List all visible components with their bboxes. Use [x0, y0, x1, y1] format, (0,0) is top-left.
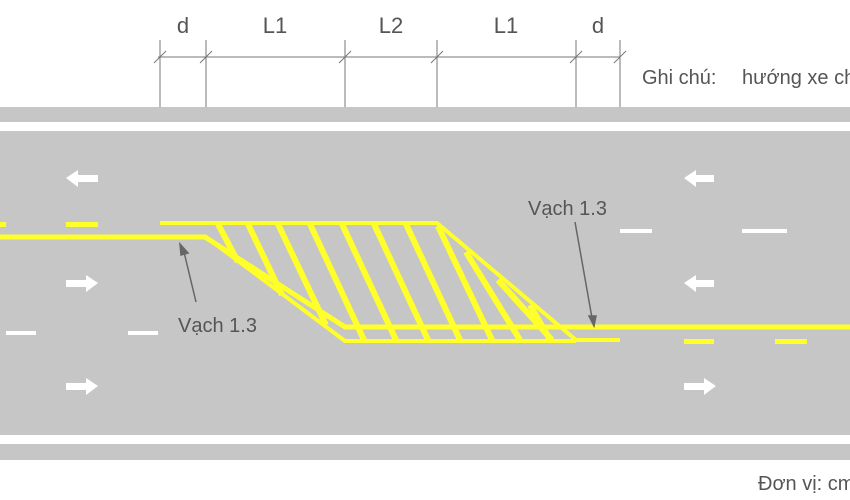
dim-label-l1-left: L1 [263, 13, 287, 38]
arrow-right-icon [66, 275, 98, 292]
hatched-zone-outline-upper [160, 221, 620, 342]
direction-arrows [66, 170, 716, 395]
dim-label-d-right: d [592, 13, 604, 38]
callout-vach-right: Vạch 1.3 [528, 198, 607, 220]
legend-note-label: Ghi chú: [642, 67, 716, 89]
legend-direction-label: hướng xe chạy [742, 67, 850, 89]
dim-label-l1-right: L1 [494, 13, 518, 38]
hatch-stripes [215, 222, 555, 343]
arrow-right-icon [66, 378, 98, 395]
arrow-right-icon [684, 378, 716, 395]
arrow-left-icon [684, 275, 714, 292]
hatched-zone-outline-lower [204, 235, 576, 343]
yellow-dashes [0, 222, 807, 344]
callout-leaders [179, 221, 597, 329]
dimension-line [153, 40, 627, 107]
white-lane-dashes [6, 229, 787, 335]
road-surface [0, 107, 850, 460]
arrow-left-icon [66, 170, 98, 187]
unit-label: Đơn vị: cm [758, 473, 850, 495]
dim-label-d-left: d [177, 13, 189, 38]
dim-label-l2: L2 [379, 13, 403, 38]
callout-vach-left: Vạch 1.3 [178, 315, 257, 337]
edge-line-bottom [0, 435, 850, 444]
edge-line-top [0, 122, 850, 131]
arrow-left-icon [684, 170, 714, 187]
